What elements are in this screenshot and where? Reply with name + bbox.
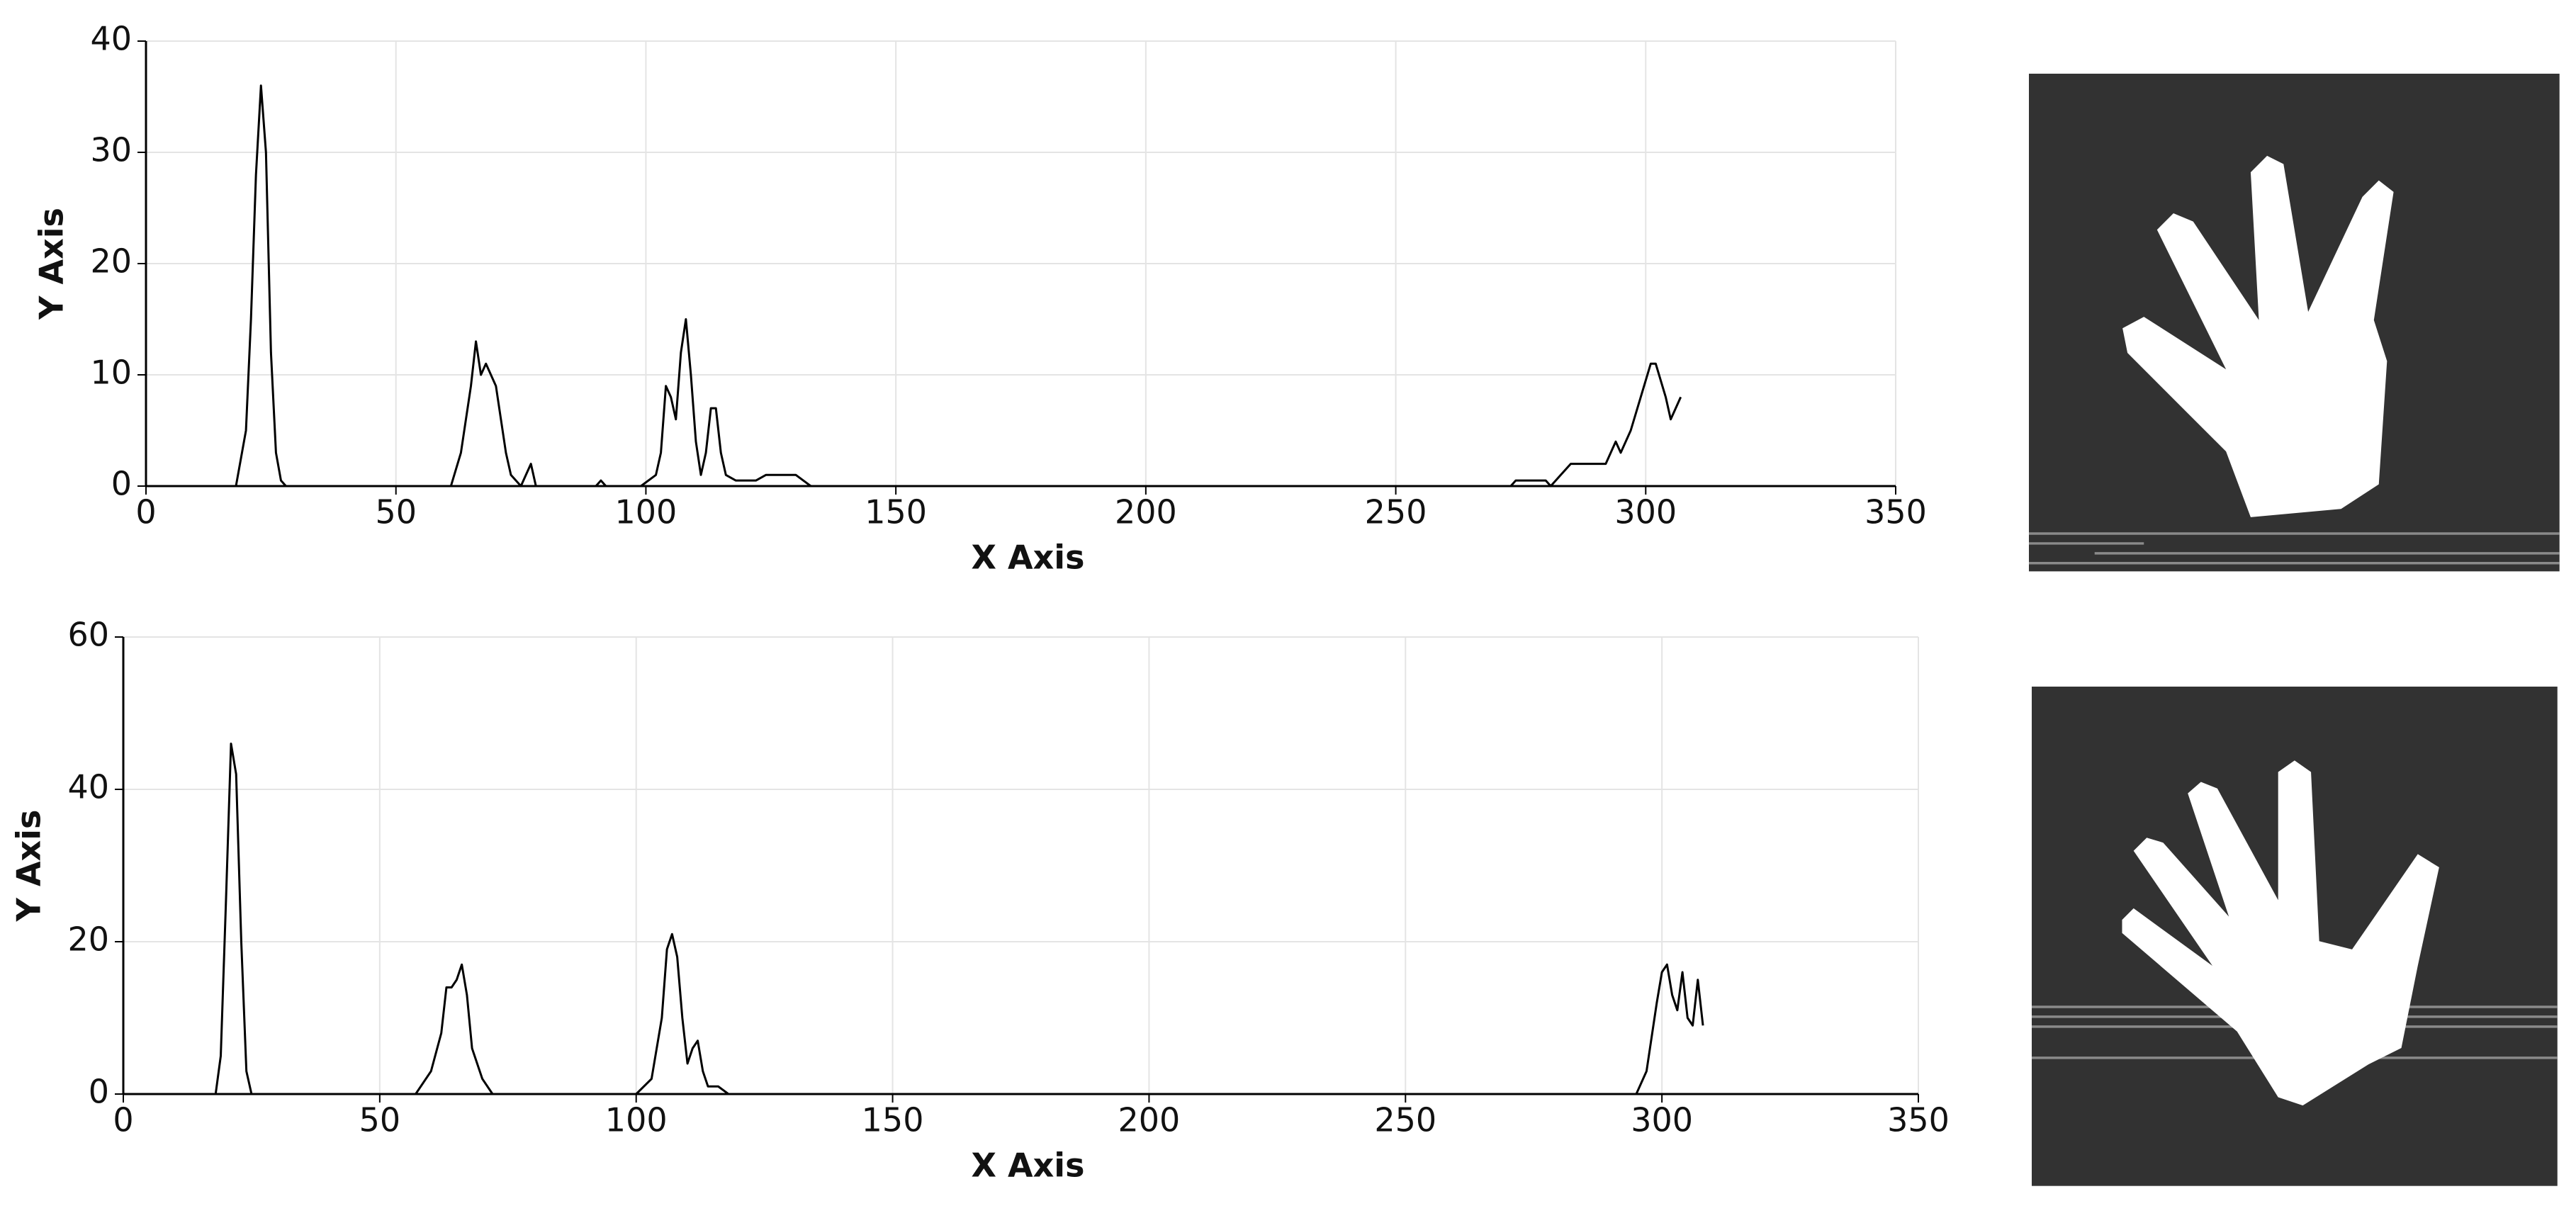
y-axis-title: Y Axis — [33, 208, 71, 320]
y-tick-label: 40 — [67, 768, 109, 806]
chart: 0 10 20 30 40 0 50 100 150 200 250 300 350 X Axis Y Ax… — [33, 20, 1927, 577]
y-tick-label: 10 — [90, 354, 132, 392]
x-tick-label: 50 — [359, 1101, 401, 1139]
x-tick-label: 100 — [615, 493, 677, 531]
x-tick-label: 300 — [1631, 1101, 1693, 1139]
y-tick-label: 20 — [90, 242, 132, 281]
x-tick-label: 0 — [135, 493, 156, 531]
y-tick-label: 0 — [89, 1073, 109, 1111]
y-tick-label: 20 — [67, 920, 109, 959]
x-tick-label: 0 — [113, 1101, 133, 1139]
chart: 0 20 40 60 0 50 100 150 200 250 300 350 X Axis Y Axis — [10, 616, 1950, 1185]
x-axis-title: X Axis — [972, 1146, 1085, 1185]
x-axis-title: X Axis — [972, 539, 1085, 577]
hand-image-2 — [2032, 687, 2558, 1186]
x-tick-label: 350 — [1864, 493, 1927, 531]
y-tick-label: 0 — [111, 465, 132, 503]
x-tick-label: 250 — [1365, 493, 1427, 531]
hand-image-1 — [2029, 74, 2560, 572]
x-tick-label: 200 — [1118, 1101, 1181, 1139]
data-line — [123, 743, 1704, 1095]
y-tick-label: 30 — [90, 131, 132, 169]
x-tick-label: 200 — [1115, 493, 1177, 531]
y-tick-label: 40 — [90, 20, 132, 58]
x-tick-label: 150 — [865, 493, 927, 531]
x-tick-label: 150 — [862, 1101, 924, 1139]
y-tick-label: 60 — [67, 616, 109, 654]
y-axis-title: Y Axis — [10, 810, 48, 923]
x-tick-label: 250 — [1374, 1101, 1436, 1139]
x-tick-label: 50 — [375, 493, 417, 531]
data-line — [146, 84, 1682, 488]
x-tick-label: 350 — [1887, 1101, 1950, 1139]
x-tick-label: 300 — [1614, 493, 1677, 531]
x-tick-label: 100 — [605, 1101, 668, 1139]
